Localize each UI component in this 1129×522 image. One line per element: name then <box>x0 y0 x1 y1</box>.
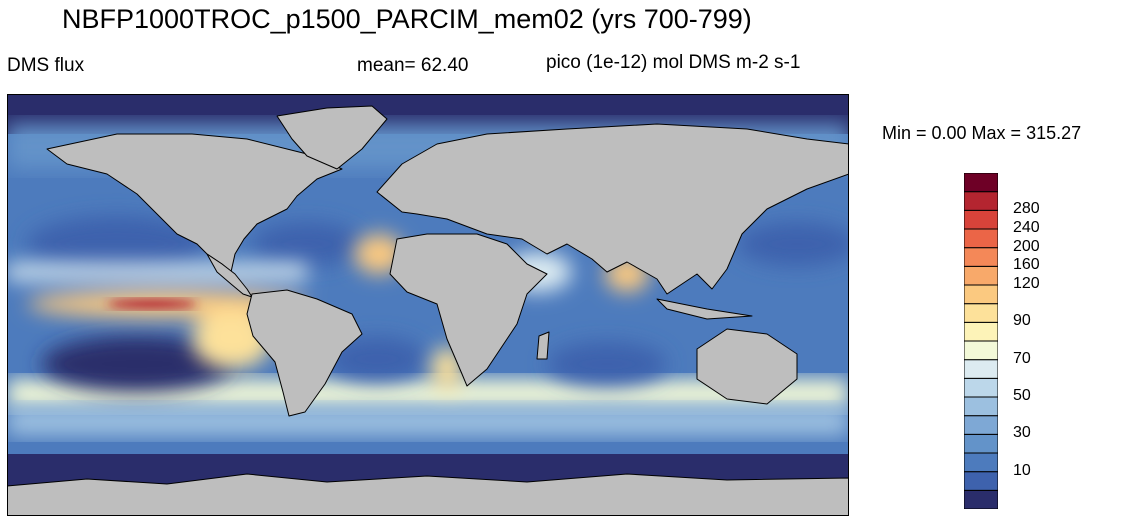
units-label: pico (1e-12) mol DMS m-2 s-1 <box>546 52 801 73</box>
colorbar-swatch <box>963 191 999 211</box>
colorbar-swatch <box>963 359 999 379</box>
min-max-label: Min = 0.00 Max = 315.27 <box>882 123 1082 143</box>
colorbar-label: 160 <box>1013 256 1040 274</box>
greenland-land <box>276 105 388 170</box>
colorbar-swatches <box>963 172 999 510</box>
north-equatorial-band <box>7 264 307 280</box>
colorbar-swatch <box>963 415 999 435</box>
north-america-land <box>46 133 343 273</box>
indian-gyre-low <box>547 342 667 386</box>
madagascar-land <box>536 331 550 360</box>
colorbar-label: 70 <box>1013 349 1031 367</box>
pacific-peak <box>107 299 197 309</box>
colorbar-swatch <box>963 377 999 398</box>
world-map <box>7 94 849 516</box>
colorbar-swatch <box>963 265 999 286</box>
north-atlantic-gyre-low <box>252 222 362 266</box>
colorbar-swatch <box>963 284 999 305</box>
colorbar-swatch <box>963 471 999 491</box>
colorbar-swatch <box>963 321 999 342</box>
colorbar-label: 90 <box>1013 312 1031 330</box>
africa-land <box>389 233 548 387</box>
colorbar-swatch <box>963 172 999 193</box>
colorbar-swatch <box>963 247 999 267</box>
colorbar-swatch <box>963 303 999 323</box>
mean-label: mean= 62.40 <box>357 55 469 76</box>
colorbar <box>963 172 999 510</box>
indonesia-land <box>656 298 753 320</box>
map-frame <box>7 94 849 516</box>
eurasia-land <box>376 123 849 295</box>
colorbar-label: 200 <box>1013 237 1040 255</box>
colorbar-label: 30 <box>1013 424 1031 442</box>
colorbar-swatch <box>963 209 999 230</box>
antarctica-land <box>7 473 849 516</box>
colorbar-label: 120 <box>1013 275 1040 292</box>
map-canvas <box>7 94 849 516</box>
colorbar-label: 50 <box>1013 387 1031 404</box>
variable-label: DMS flux <box>7 55 85 76</box>
australia-land <box>696 328 798 405</box>
colorbar-swatch <box>963 340 999 361</box>
colorbar-label: 240 <box>1013 219 1040 236</box>
colorbar-swatch <box>963 433 999 454</box>
colorbar-label: 280 <box>1013 200 1040 218</box>
colorbar-swatch <box>963 228 999 249</box>
north-pacific-gyre-low <box>27 216 207 272</box>
colorbar-swatch <box>963 452 999 473</box>
colorbar-swatch <box>963 489 999 510</box>
south-america-land <box>246 289 363 417</box>
west-pacific-low <box>737 222 849 266</box>
colorbar-label: 10 <box>1013 461 1031 479</box>
colorbar-swatch <box>963 396 999 417</box>
south-atlantic-gyre-low <box>327 337 427 381</box>
southern-mid-band <box>7 406 849 436</box>
plot-title: NBFP1000TROC_p1500_PARCIM_mem02 (yrs 700… <box>62 4 752 34</box>
south-pacific-gyre-low <box>42 336 232 392</box>
